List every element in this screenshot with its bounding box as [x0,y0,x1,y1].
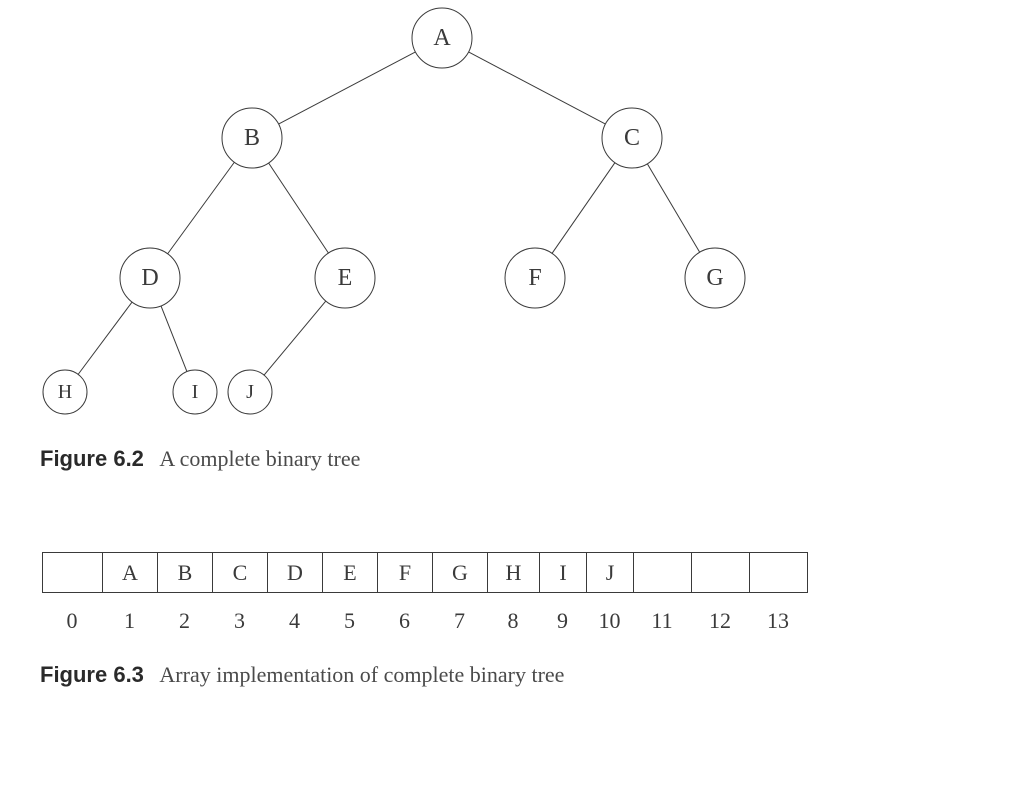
array-index: 11 [633,608,691,634]
array-indices-row: 012345678910111213 [42,608,807,634]
tree-edge [279,52,416,124]
array-cell: E [323,553,378,593]
tree-edge [552,163,615,254]
array-cell: G [433,553,488,593]
array-index: 13 [749,608,807,634]
tree-node-label: I [192,381,199,403]
tree-edge [647,164,699,252]
table-row: ABCDEFGHIJ [43,553,808,593]
array-index: 9 [539,608,586,634]
array-index: 0 [42,608,102,634]
tree-node-label: B [244,125,260,151]
array-index: 12 [691,608,749,634]
figure-6-2-text: A complete binary tree [159,446,360,471]
figure-6-2-caption: Figure 6.2 A complete binary tree [40,446,360,472]
tree-edge [168,162,235,254]
array-index: 8 [487,608,539,634]
figure-6-3-label: Figure 6.3 [40,662,144,687]
array-cell: B [158,553,213,593]
figure-6-3-text: Array implementation of complete binary … [159,662,564,687]
array-cell: H [488,553,540,593]
array-cell: D [268,553,323,593]
array-index: 2 [157,608,212,634]
tree-node-label: J [246,381,254,403]
array-index: 6 [377,608,432,634]
array-cell: A [103,553,158,593]
tree-node-label: C [624,125,640,151]
array-cell [634,553,692,593]
array-cell: C [213,553,268,593]
tree-edge [161,306,187,372]
tree-node-label: A [433,25,451,51]
array-cell: I [540,553,587,593]
tree-node-label: E [338,265,353,291]
array-index: 4 [267,608,322,634]
tree-node-label: F [528,265,541,291]
array-index: 1 [102,608,157,634]
array-cell: F [378,553,433,593]
binary-tree-diagram: A B C D E F G H I J [20,0,820,500]
array-table: ABCDEFGHIJ [42,552,808,593]
array-index: 3 [212,608,267,634]
array-cell [43,553,103,593]
tree-node-label: G [706,265,723,291]
figure-6-3-caption: Figure 6.3 Array implementation of compl… [40,662,564,688]
array-index: 10 [586,608,633,634]
array-cell: J [587,553,634,593]
array-index: 5 [322,608,377,634]
tree-edge [78,302,132,374]
figure-6-2-label: Figure 6.2 [40,446,144,471]
tree-node-label: H [58,381,72,403]
tree-edge [264,301,326,375]
tree-edge [469,52,606,124]
array-cell [750,553,808,593]
tree-node-label: D [141,265,158,291]
array-index: 7 [432,608,487,634]
array-cell [692,553,750,593]
tree-edge [269,163,329,253]
